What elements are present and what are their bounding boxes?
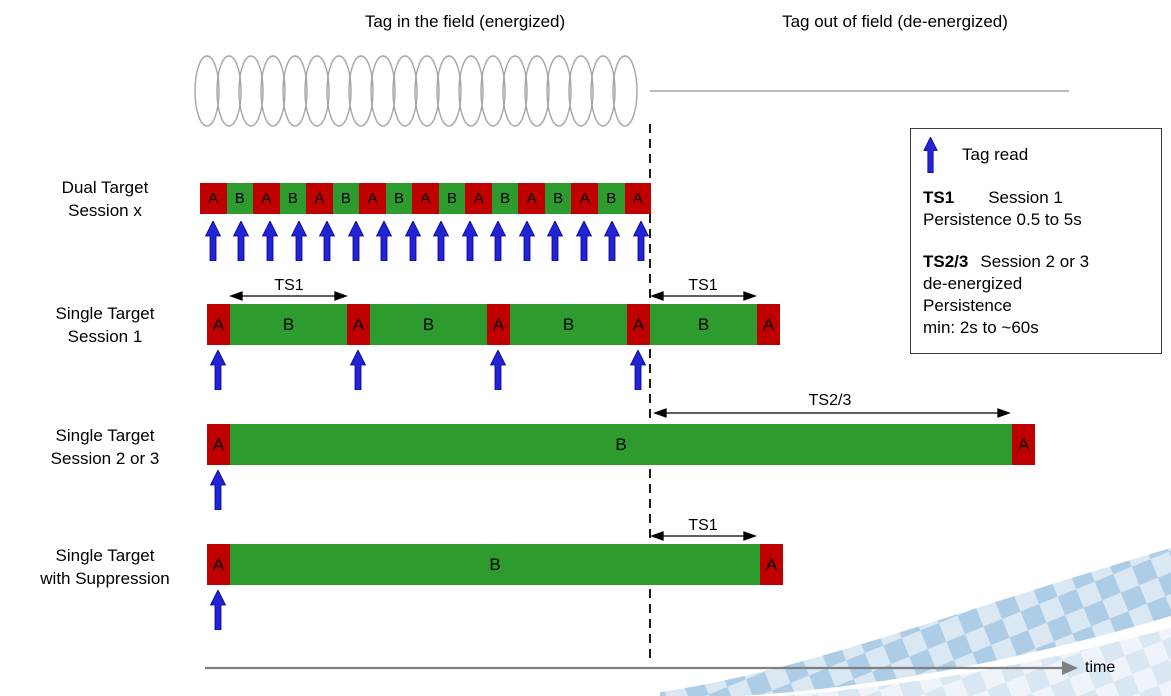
- legend-ts1-term: TS1: [923, 188, 955, 207]
- dual-target-read-arrows: [205, 221, 649, 261]
- inventory-cell: A: [207, 424, 230, 465]
- inventory-cell: B: [230, 304, 347, 345]
- ts1-label-right: TS1: [688, 277, 718, 294]
- session1-read-arrows: [210, 350, 646, 390]
- inventory-cell: B: [544, 183, 572, 214]
- tag-read-arrow-icon: [210, 350, 226, 390]
- legend-ts23-persistence: Persistence: [923, 296, 1012, 315]
- session1-bar: A B A B A B A B A: [207, 304, 780, 345]
- tag-read-arrow-icon: [576, 221, 592, 261]
- inventory-cell: B: [385, 183, 413, 214]
- session23-bar: A B A: [207, 424, 1035, 465]
- tag-read-arrow-icon: [490, 221, 506, 261]
- inventory-cell: B: [491, 183, 519, 214]
- row-label-line: Single Target: [55, 426, 155, 445]
- tag-read-arrow-icon: [319, 221, 335, 261]
- inventory-cell: A: [624, 183, 652, 214]
- tag-read-arrow-icon: [490, 350, 506, 390]
- inventory-cell: A: [627, 304, 650, 345]
- inventory-cell: A: [207, 304, 230, 345]
- energized-field-coil: [194, 55, 638, 127]
- row-label-dual-target: Dual Target Session x: [2, 176, 208, 222]
- inventory-cell: A: [253, 183, 280, 214]
- time-axis-label: time: [1085, 659, 1116, 676]
- legend-tag-read-row: Tag read: [923, 137, 1149, 173]
- legend-ts1-persistence: Persistence 0.5 to 5s: [923, 210, 1082, 229]
- tag-read-arrow-icon: [291, 221, 307, 261]
- row-label-line: with Suppression: [40, 569, 170, 588]
- inventory-cell: A: [487, 304, 510, 345]
- inventory-cell: B: [650, 304, 757, 345]
- inventory-cell: A: [757, 304, 780, 345]
- suppression-bar: A B A: [207, 544, 783, 585]
- legend-ts1-desc: Session 1: [988, 188, 1063, 207]
- field-energized-label: Tag in the field (energized): [364, 12, 566, 31]
- inventory-cell: B: [438, 183, 466, 214]
- tag-read-arrow-icon: [348, 221, 364, 261]
- inventory-cell: A: [359, 183, 386, 214]
- row-label-line: Session x: [68, 201, 142, 220]
- tag-read-arrow-icon: [630, 350, 646, 390]
- row-label-session23: Single Target Session 2 or 3: [2, 424, 208, 470]
- tag-read-arrow-icon: [210, 470, 226, 510]
- tag-read-arrow-icon: [233, 221, 249, 261]
- inventory-cell: B: [226, 183, 254, 214]
- inventory-cell: A: [412, 183, 439, 214]
- tag-read-arrow-icon: [376, 221, 392, 261]
- inventory-cell: A: [347, 304, 370, 345]
- tag-read-arrow-icon: [923, 137, 938, 173]
- legend-ts23-deenergized: de-energized: [923, 274, 1023, 293]
- tag-read-arrow-icon: [462, 221, 478, 261]
- tag-read-arrow-icon: [519, 221, 535, 261]
- ts1-label-suppression: TS1: [688, 517, 718, 534]
- field-deenergized-label: Tag out of field (de-energized): [782, 12, 1008, 31]
- legend-ts23-line: TS2/3 Session 2 or 3: [923, 251, 1149, 273]
- inventory-cell: A: [207, 544, 230, 585]
- inventory-cell: A: [306, 183, 333, 214]
- inventory-cell: A: [760, 544, 783, 585]
- row-label-line: Single Target: [55, 304, 155, 323]
- legend-ts23-range: min: 2s to ~60s: [923, 318, 1039, 337]
- ts1-label-left: TS1: [274, 277, 304, 294]
- row-label-session1: Single Target Session 1: [2, 302, 208, 348]
- ts23-span-arrow: [653, 408, 1011, 418]
- inventory-cell: A: [518, 183, 545, 214]
- tag-read-arrow-icon: [210, 590, 226, 630]
- tag-read-arrow-icon: [633, 221, 649, 261]
- tag-read-arrow-icon: [433, 221, 449, 261]
- inventory-cell: B: [510, 304, 627, 345]
- inventory-cell: B: [230, 424, 1012, 465]
- dual-target-bar: A B A B A B A B A B A B A B A B A: [200, 183, 652, 214]
- inventory-cell: B: [370, 304, 487, 345]
- inventory-cell: B: [230, 544, 760, 585]
- inventory-cell: B: [597, 183, 625, 214]
- row-label-line: Single Target: [55, 546, 155, 565]
- row-label-line: Session 1: [67, 327, 143, 346]
- inventory-cell: A: [200, 183, 227, 214]
- row-label-suppression: Single Target with Suppression: [2, 544, 208, 590]
- tag-read-arrow-icon: [205, 221, 221, 261]
- legend-ts1-line: TS1 Session 1: [923, 187, 1149, 209]
- tag-read-arrow-icon: [547, 221, 563, 261]
- inventory-cell: B: [332, 183, 360, 214]
- tag-read-arrow-icon: [262, 221, 278, 261]
- tag-read-arrow-icon: [350, 350, 366, 390]
- legend-ts23-term: TS2/3: [923, 252, 969, 271]
- legend-box: Tag read TS1 Session 1 Persistence 0.5 to…: [910, 128, 1162, 354]
- tag-read-arrow-icon: [604, 221, 620, 261]
- tag-read-arrow-icon: [405, 221, 421, 261]
- time-axis: [205, 661, 1078, 675]
- inventory-cell: B: [279, 183, 307, 214]
- inventory-cell: A: [1012, 424, 1035, 465]
- legend-tag-read-label: Tag read: [962, 145, 1029, 164]
- row-label-line: Dual Target: [61, 178, 149, 197]
- legend-ts23-desc: Session 2 or 3: [980, 252, 1090, 271]
- ts23-label: TS2/3: [808, 392, 852, 409]
- row-label-line: Session 2 or 3: [50, 449, 160, 468]
- inventory-cell: A: [465, 183, 492, 214]
- inventory-cell: A: [571, 183, 598, 214]
